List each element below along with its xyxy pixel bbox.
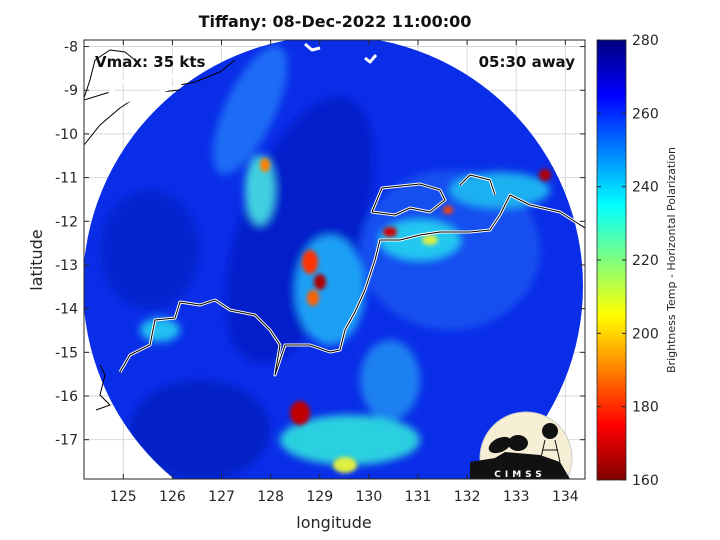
x-tick-label: 131 xyxy=(405,489,432,505)
x-tick-label: 134 xyxy=(552,489,579,505)
axis-ticks: 125 126 127 128 129 130 131 132 133 134 -8 -9 -10 -11… xyxy=(55,40,585,505)
colorbar-tick-label: 280 xyxy=(632,33,659,49)
y-tick-label: -11 xyxy=(55,171,78,187)
x-tick-label: 128 xyxy=(257,489,284,505)
colorbar-label: Brightness Temp - Horizontal Polarizatio… xyxy=(665,147,678,373)
y-tick-label: -14 xyxy=(55,302,78,318)
y-tick-label: -10 xyxy=(55,127,78,143)
y-tick-label: -17 xyxy=(55,433,78,449)
y-tick-label: -9 xyxy=(64,83,78,99)
x-tick-label: 133 xyxy=(503,489,530,505)
colorbar-tick-label: 260 xyxy=(632,106,659,122)
coastlines xyxy=(84,42,585,411)
cimss-logo: CIMSS xyxy=(470,411,573,480)
x-axis-label: longitude xyxy=(296,513,371,532)
x-tick-label: 129 xyxy=(306,489,333,505)
logo-text: CIMSS xyxy=(494,470,545,480)
colorbar xyxy=(596,39,627,481)
x-tick-label: 130 xyxy=(356,489,383,505)
vmax-label: Vmax: 35 kts xyxy=(95,53,205,71)
y-tick-label: -16 xyxy=(55,389,78,405)
brightness-temp-swath xyxy=(84,40,585,479)
x-tick-label: 126 xyxy=(159,489,186,505)
colorbar-tick-label: 180 xyxy=(632,400,659,416)
y-axis-label: latitude xyxy=(27,229,46,290)
y-tick-label: -12 xyxy=(55,214,78,230)
y-tick-label: -13 xyxy=(55,258,78,274)
plot-title: Tiffany: 08-Dec-2022 11:00:00 xyxy=(198,12,472,31)
colorbar-tick-label: 220 xyxy=(632,253,659,269)
colorbar-tick-label: 160 xyxy=(632,473,659,489)
y-tick-label: -15 xyxy=(55,345,78,361)
colorbar-tick-label: 240 xyxy=(632,180,659,196)
axes-frame xyxy=(83,39,586,480)
time-away-label: 05:30 away xyxy=(479,53,576,71)
colorbar-tick-label: 200 xyxy=(632,326,659,342)
colorbar-ticks: 280 260 240 220 200 180 160 xyxy=(597,33,659,489)
y-tick-label: -8 xyxy=(64,40,78,56)
x-tick-label: 125 xyxy=(110,489,137,505)
x-tick-label: 127 xyxy=(208,489,235,505)
x-tick-label: 132 xyxy=(454,489,481,505)
